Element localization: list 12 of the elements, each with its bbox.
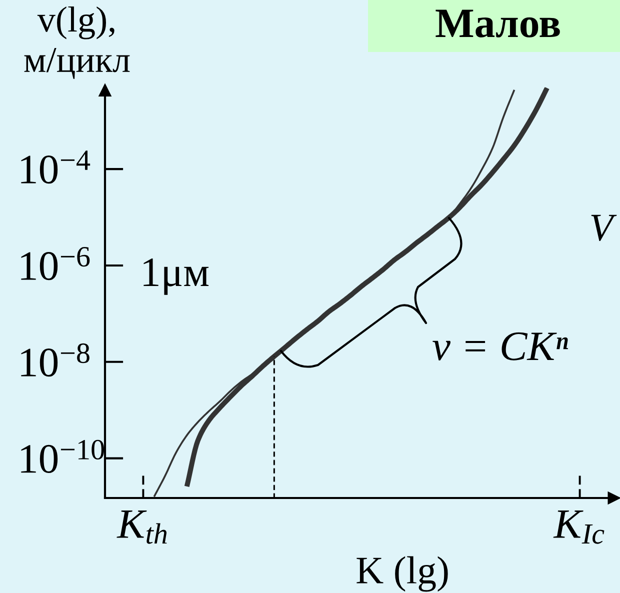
annotation: V xyxy=(591,214,617,241)
y-tick-label: 10$^{−4}$ xyxy=(21,150,90,184)
x-tick-label: K$_{th}$ xyxy=(116,510,167,544)
chart-title: Малов xyxy=(436,10,560,38)
annotation: 1μм xyxy=(144,258,209,295)
x-axis-title: K (lg) xyxy=(356,556,448,592)
annotation: v = CKⁿ xyxy=(432,332,568,360)
y-tick-label: 10$^{−10}$ xyxy=(21,440,104,474)
y-tick-label: 10$^{−6}$ xyxy=(21,247,90,280)
y-tick-label: 10$^{−8}$ xyxy=(21,343,90,377)
x-tick-label: K$_{Ic}$ xyxy=(553,510,604,544)
y-axis-title: v(lg), м/цикл xyxy=(24,6,130,79)
